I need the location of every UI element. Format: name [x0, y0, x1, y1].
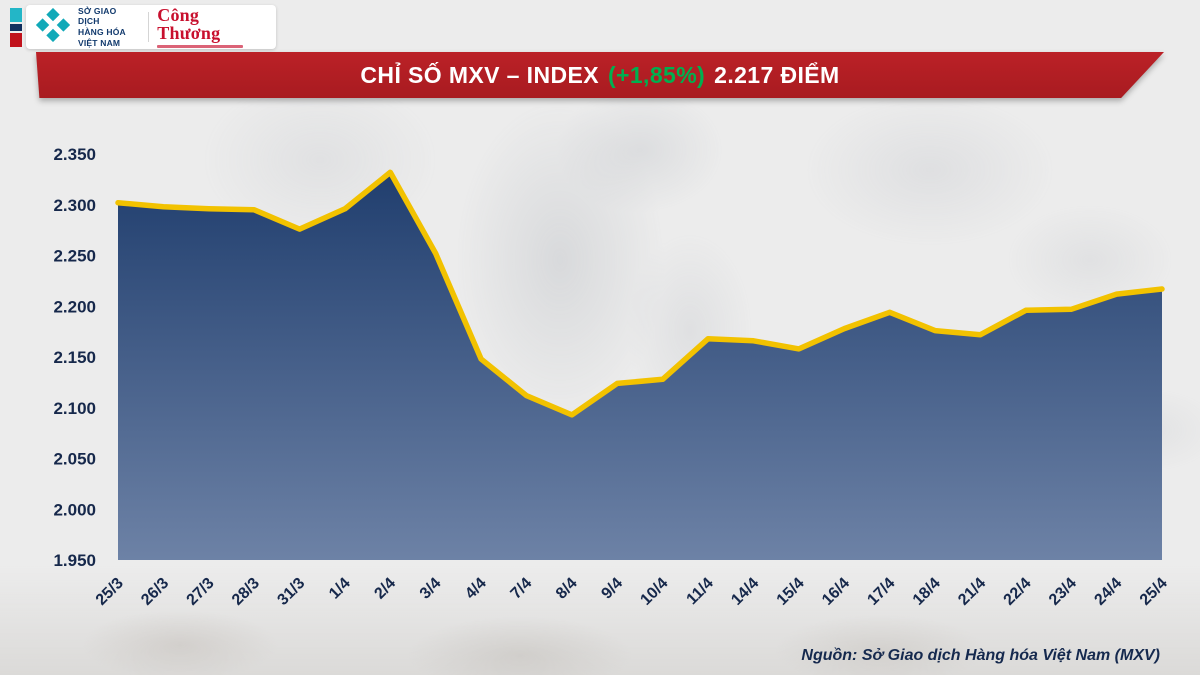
- brand-color-stripes: [10, 8, 22, 47]
- x-axis-tick-label: 8/4: [553, 575, 581, 603]
- x-axis-tick-label: 22/4: [1001, 575, 1035, 609]
- y-axis-tick-label: 2.300: [53, 196, 96, 215]
- x-axis-tick-label: 31/3: [274, 575, 308, 609]
- x-axis-tick-label: 26/3: [138, 575, 172, 609]
- y-axis-tick-label: 2.150: [53, 348, 96, 367]
- logo-divider: [148, 12, 150, 42]
- x-axis-tick-label: 23/4: [1046, 575, 1080, 609]
- x-axis-tick-label: 24/4: [1091, 575, 1125, 609]
- congthuong-logo-text: Công Thương: [157, 5, 221, 43]
- x-axis-tick-label: 4/4: [462, 575, 490, 603]
- x-axis-tick-label: 21/4: [955, 575, 989, 609]
- y-axis-tick-label: 2.100: [53, 399, 96, 418]
- x-axis-tick-label: 14/4: [728, 575, 762, 609]
- chart-title-value: 2.217 ĐIỂM: [714, 61, 840, 88]
- congthuong-logo: Công Thương: [157, 6, 266, 48]
- x-axis-tick-label: 7/4: [508, 575, 536, 603]
- x-axis-tick-label: 25/4: [1137, 575, 1171, 609]
- source-credit: Nguồn: Sở Giao dịch Hàng hóa Việt Nam (M…: [801, 647, 1160, 664]
- chart-title-change: (+1,85%): [607, 61, 706, 88]
- mxv-index-area-chart: 1.950 2.000 2.050 2.100 2.150 2.200 2.250 2.300…: [0, 108, 1200, 640]
- x-axis-tick-label: 27/3: [184, 575, 218, 609]
- x-axis-tick-label: 17/4: [864, 575, 898, 609]
- mxv-logo-text: SỞ GIAO DỊCH HÀNG HÓA VIỆT NAM: [78, 5, 126, 48]
- x-axis-tick-label: 3/4: [417, 575, 445, 603]
- y-axis-tick-label: 2.000: [53, 500, 96, 519]
- x-axis-tick-label: 18/4: [910, 575, 944, 609]
- x-axis-tick-label: 1/4: [326, 575, 354, 603]
- stripe-red: [10, 33, 22, 47]
- chart-title-main: CHỈ SỐ MXV – INDEX: [360, 61, 599, 88]
- y-axis-tick-label: 2.250: [53, 247, 96, 266]
- x-axis-tick-label: 15/4: [774, 575, 808, 609]
- x-axis-tick-label: 28/3: [229, 575, 263, 609]
- x-axis-tick-label: 10/4: [637, 575, 671, 609]
- congthuong-tagline-bar: [157, 45, 244, 48]
- x-axis-tick-label: 16/4: [819, 575, 853, 609]
- title-banner: CHỈ SỐ MXV – INDEX (+1,85%) 2.217 ĐIỂM: [36, 52, 1164, 98]
- chart-svg: 1.950 2.000 2.050 2.100 2.150 2.200 2.250 2.300…: [53, 145, 1171, 609]
- x-axis-tick-label: 11/4: [684, 575, 717, 608]
- mxv-logo-icon: [35, 7, 71, 47]
- y-axis-tick-label: 1.950: [53, 551, 96, 570]
- y-axis-tick-label: 2.350: [53, 145, 96, 164]
- x-axis-tick-label: 9/4: [598, 575, 626, 603]
- x-axis-tick-label: 25/3: [93, 575, 127, 609]
- stripe-teal: [10, 8, 22, 22]
- title-banner-wrap: CHỈ SỐ MXV – INDEX (+1,85%) 2.217 ĐIỂM: [36, 52, 1164, 98]
- stripe-navy: [10, 24, 22, 31]
- y-axis-tick-label: 2.200: [53, 297, 96, 316]
- y-axis-tick-label: 2.050: [53, 450, 96, 469]
- logo-bar: SỞ GIAO DỊCH HÀNG HÓA VIỆT NAM Công Thươ…: [26, 5, 276, 49]
- x-axis-tick-label: 2/4: [371, 575, 399, 603]
